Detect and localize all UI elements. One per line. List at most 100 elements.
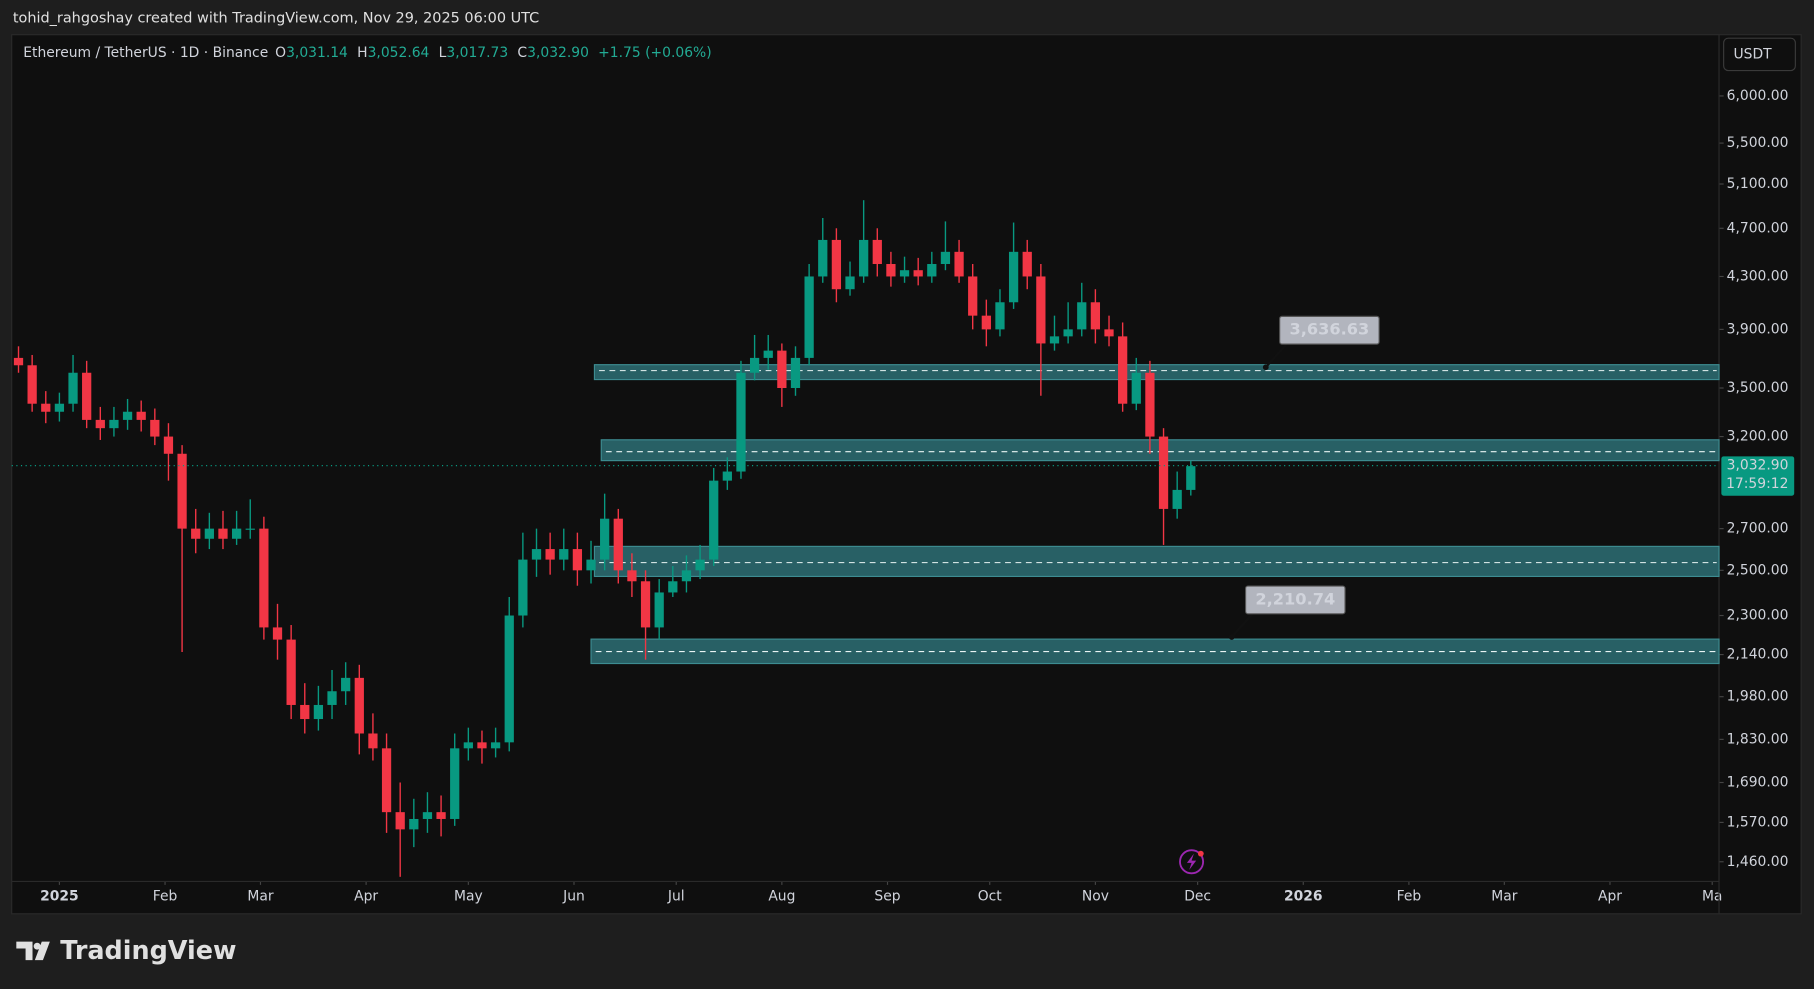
callout-box xyxy=(1279,315,1380,345)
candle-body xyxy=(872,239,882,265)
x-tick-label: Ma xyxy=(1702,888,1722,904)
candle-body xyxy=(1145,372,1155,437)
y-tick-label: 1,690.00 xyxy=(1727,775,1789,791)
candle-body xyxy=(1186,466,1196,490)
candle-body xyxy=(218,528,228,539)
candle-body xyxy=(1172,489,1182,509)
candle-body xyxy=(354,677,364,734)
candle-body xyxy=(572,549,583,571)
candle-body xyxy=(600,518,610,560)
candle-body xyxy=(531,549,542,560)
x-tick-label: Apr xyxy=(354,888,378,904)
candle-body xyxy=(627,570,637,582)
candle-body xyxy=(231,528,242,539)
candle-body xyxy=(327,691,337,705)
candle-body xyxy=(749,357,760,373)
x-tick-label: Aug xyxy=(768,888,795,904)
candle-body xyxy=(300,704,310,720)
ohlc-value: 3,032.90 xyxy=(527,45,589,61)
candle-body xyxy=(545,549,555,560)
candle-body xyxy=(463,742,473,749)
candle-body xyxy=(204,528,214,539)
candle-body xyxy=(477,742,487,749)
candle-body xyxy=(695,559,705,571)
zone xyxy=(593,545,1720,578)
candle-body xyxy=(395,812,405,830)
candle-body xyxy=(368,733,378,749)
callout-pointer xyxy=(1230,613,1254,638)
candle-body xyxy=(722,471,732,481)
zone xyxy=(593,364,1720,381)
candle-body xyxy=(804,276,814,358)
candle-body xyxy=(341,677,351,692)
x-tick-label: Feb xyxy=(153,888,178,904)
candle-body xyxy=(313,704,324,720)
candle-body xyxy=(504,615,514,743)
callout-box xyxy=(1245,585,1346,615)
callout-pointer xyxy=(1264,343,1288,369)
candle-body xyxy=(763,350,773,358)
zone xyxy=(590,638,1720,665)
y-tick-label: 1,460.00 xyxy=(1727,854,1789,870)
ohlc-key: L xyxy=(439,45,447,61)
logo xyxy=(16,941,50,961)
currency[interactable]: USDT xyxy=(1734,46,1773,62)
x-tick-label: Apr xyxy=(1598,888,1622,904)
candle-body xyxy=(68,372,78,404)
candle-body xyxy=(136,411,146,420)
candle-body xyxy=(1049,336,1060,344)
callout-anchor xyxy=(1262,364,1269,371)
candle-body xyxy=(709,480,719,560)
candle-body xyxy=(1158,436,1169,509)
candle-body xyxy=(109,419,119,429)
candle-body xyxy=(82,372,92,420)
x-tick-label: Mar xyxy=(1491,888,1517,904)
candle-body xyxy=(409,818,419,830)
candle-body xyxy=(899,270,910,277)
candle-body xyxy=(490,742,501,749)
candle-body xyxy=(913,270,923,277)
candle-body xyxy=(1077,302,1087,330)
candle-body xyxy=(1008,251,1019,303)
candle-body xyxy=(122,411,133,420)
candle-body xyxy=(559,549,569,560)
attribution: tohid_rahgoshay created with TradingView… xyxy=(13,11,539,27)
ohlc-value: 3,031.14 xyxy=(286,45,348,61)
alert-icon xyxy=(1179,849,1205,875)
candle-body xyxy=(436,812,446,819)
x-tick-label: Sep xyxy=(874,888,900,904)
candle-body xyxy=(736,372,746,472)
ohlc-value: 3,052.64 xyxy=(368,45,430,61)
ohlc-value: 3,017.73 xyxy=(446,45,508,61)
y-tick-label: 2,500.00 xyxy=(1727,562,1789,578)
candle-body xyxy=(381,748,392,813)
candle-body xyxy=(668,581,678,593)
y-tick-label: 1,830.00 xyxy=(1727,731,1789,747)
candle-body xyxy=(954,251,964,277)
chart-panel xyxy=(11,34,1802,915)
candle-body xyxy=(586,559,596,571)
plot: 6,000.00 5,500.00 5,100.00 4,700.00 4,300.00… xyxy=(11,34,1795,914)
y-tick-label: 3,200.00 xyxy=(1727,429,1789,445)
y-tick-label: 2,300.00 xyxy=(1727,608,1789,624)
x-tick-label: May xyxy=(454,888,483,904)
y-tick-label: 1,980.00 xyxy=(1727,689,1789,705)
logo-text: TradingView xyxy=(60,935,236,965)
candle-body xyxy=(859,239,869,277)
candle-body xyxy=(886,264,896,277)
y-tick-label: 4,700.00 xyxy=(1727,220,1789,236)
currency-button[interactable] xyxy=(1723,37,1796,72)
candle-body xyxy=(150,419,160,437)
x-tick-label: Jun xyxy=(562,888,585,904)
ohlc-key: H xyxy=(357,45,367,61)
candle-body xyxy=(177,453,187,529)
change: +1.75 (+0.06%) xyxy=(598,45,711,61)
x-tick-label: Feb xyxy=(1397,888,1422,904)
candle-body xyxy=(272,627,283,640)
callout-label: 3,636.63 xyxy=(1289,320,1369,339)
y-tick-label: 5,100.00 xyxy=(1727,176,1789,192)
y-tick-label: 1,570.00 xyxy=(1727,814,1789,830)
candle-body xyxy=(845,276,855,290)
candle-body xyxy=(777,350,787,389)
